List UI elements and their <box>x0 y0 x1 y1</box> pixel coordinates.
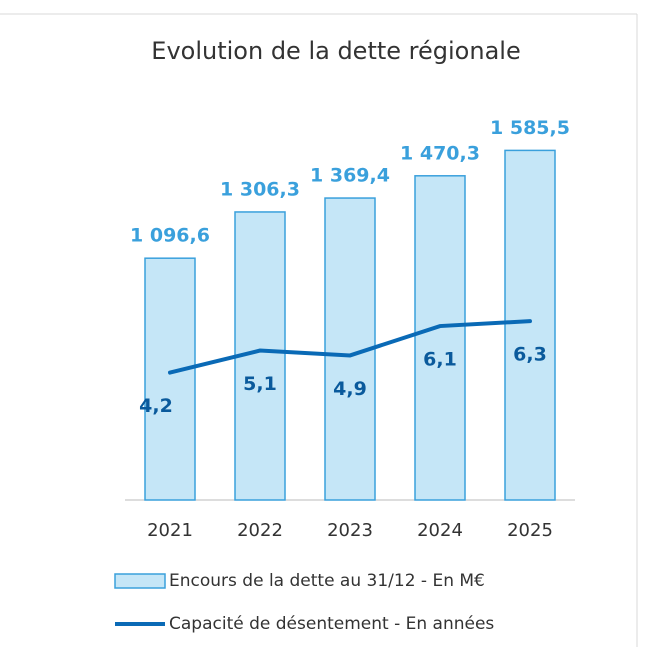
line <box>168 319 532 375</box>
line-value-label: 4,9 <box>333 378 367 400</box>
x-tick-label: 2024 <box>417 520 463 541</box>
bar-value-label: 1 585,5 <box>490 117 570 139</box>
bar-value-label: 1 096,6 <box>130 225 210 247</box>
legend-label: Capacité de désentement - En années <box>169 614 494 634</box>
bar <box>144 257 196 501</box>
bar <box>504 149 556 501</box>
line-value-label: 4,2 <box>139 395 173 417</box>
bar-value-label: 1 369,4 <box>310 165 390 187</box>
x-tick-label: 2023 <box>327 520 373 541</box>
x-tick-label: 2021 <box>147 520 193 541</box>
bar-value-label: 1 306,3 <box>220 178 300 200</box>
x-tick-label: 2025 <box>507 520 553 541</box>
bar-value-label: 1 470,3 <box>400 142 480 164</box>
legend-label: Encours de la dette au 31/12 - En M€ <box>169 571 485 591</box>
chart-title: Evolution de la dette régionale <box>151 37 520 65</box>
line-value-label: 6,1 <box>423 349 457 371</box>
legend-swatch <box>114 573 166 589</box>
line-value-label: 6,3 <box>513 344 547 366</box>
line-value-label: 5,1 <box>243 373 277 395</box>
bar <box>414 175 466 501</box>
x-tick-label: 2022 <box>237 520 283 541</box>
